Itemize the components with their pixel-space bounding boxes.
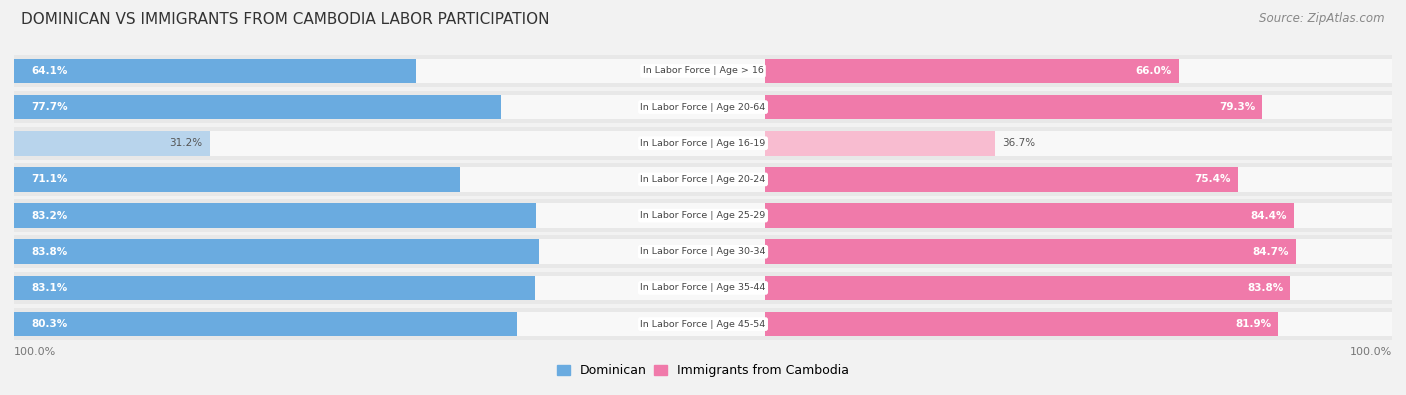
Bar: [14, 276, 1392, 300]
Text: Source: ZipAtlas.com: Source: ZipAtlas.com: [1260, 12, 1385, 25]
Bar: [14, 239, 1392, 264]
Text: In Labor Force | Age 16-19: In Labor Force | Age 16-19: [640, 139, 766, 148]
Bar: [14, 58, 1392, 83]
Text: 64.1%: 64.1%: [31, 66, 67, 76]
Text: 83.8%: 83.8%: [1247, 283, 1284, 293]
Text: 31.2%: 31.2%: [170, 138, 202, 148]
Bar: [765, 58, 1178, 83]
Bar: [14, 312, 517, 337]
Text: In Labor Force | Age 30-34: In Labor Force | Age 30-34: [640, 247, 766, 256]
Text: 36.7%: 36.7%: [1002, 138, 1035, 148]
Text: 83.8%: 83.8%: [31, 247, 67, 257]
Bar: [14, 91, 1392, 123]
Text: In Labor Force | Age 35-44: In Labor Force | Age 35-44: [640, 284, 766, 292]
Bar: [14, 95, 501, 119]
Bar: [14, 58, 416, 83]
Bar: [14, 239, 540, 264]
Bar: [765, 95, 1263, 119]
Text: 100.0%: 100.0%: [14, 346, 56, 357]
Text: 75.4%: 75.4%: [1194, 175, 1230, 184]
Bar: [14, 167, 460, 192]
Text: 84.7%: 84.7%: [1253, 247, 1289, 257]
Bar: [14, 312, 1392, 337]
Text: In Labor Force | Age 45-54: In Labor Force | Age 45-54: [640, 320, 766, 329]
Text: In Labor Force | Age 25-29: In Labor Force | Age 25-29: [640, 211, 766, 220]
Text: In Labor Force | Age 20-64: In Labor Force | Age 20-64: [640, 103, 766, 111]
Text: 71.1%: 71.1%: [31, 175, 67, 184]
Text: In Labor Force | Age > 16: In Labor Force | Age > 16: [643, 66, 763, 75]
Bar: [765, 203, 1294, 228]
Text: 81.9%: 81.9%: [1236, 319, 1271, 329]
Bar: [14, 167, 1392, 192]
Text: 84.4%: 84.4%: [1251, 211, 1288, 220]
Bar: [14, 163, 1392, 196]
Text: 79.3%: 79.3%: [1219, 102, 1256, 112]
Bar: [14, 308, 1392, 340]
Bar: [14, 131, 209, 156]
Text: DOMINICAN VS IMMIGRANTS FROM CAMBODIA LABOR PARTICIPATION: DOMINICAN VS IMMIGRANTS FROM CAMBODIA LA…: [21, 12, 550, 27]
Bar: [14, 131, 1392, 156]
Bar: [14, 276, 536, 300]
Bar: [14, 55, 1392, 87]
Text: 83.1%: 83.1%: [31, 283, 67, 293]
Bar: [14, 272, 1392, 304]
Bar: [14, 127, 1392, 160]
Text: 66.0%: 66.0%: [1136, 66, 1171, 76]
Bar: [765, 167, 1237, 192]
Bar: [14, 203, 1392, 228]
Bar: [765, 276, 1291, 300]
Bar: [14, 95, 1392, 119]
Text: 83.2%: 83.2%: [31, 211, 67, 220]
Bar: [14, 203, 536, 228]
Text: In Labor Force | Age 20-24: In Labor Force | Age 20-24: [640, 175, 766, 184]
Text: 80.3%: 80.3%: [31, 319, 67, 329]
Text: 77.7%: 77.7%: [31, 102, 67, 112]
Bar: [14, 199, 1392, 232]
Text: 100.0%: 100.0%: [1350, 346, 1392, 357]
Bar: [765, 131, 995, 156]
Bar: [765, 312, 1278, 337]
Bar: [14, 235, 1392, 268]
Bar: [765, 239, 1296, 264]
Legend: Dominican, Immigrants from Cambodia: Dominican, Immigrants from Cambodia: [557, 364, 849, 377]
